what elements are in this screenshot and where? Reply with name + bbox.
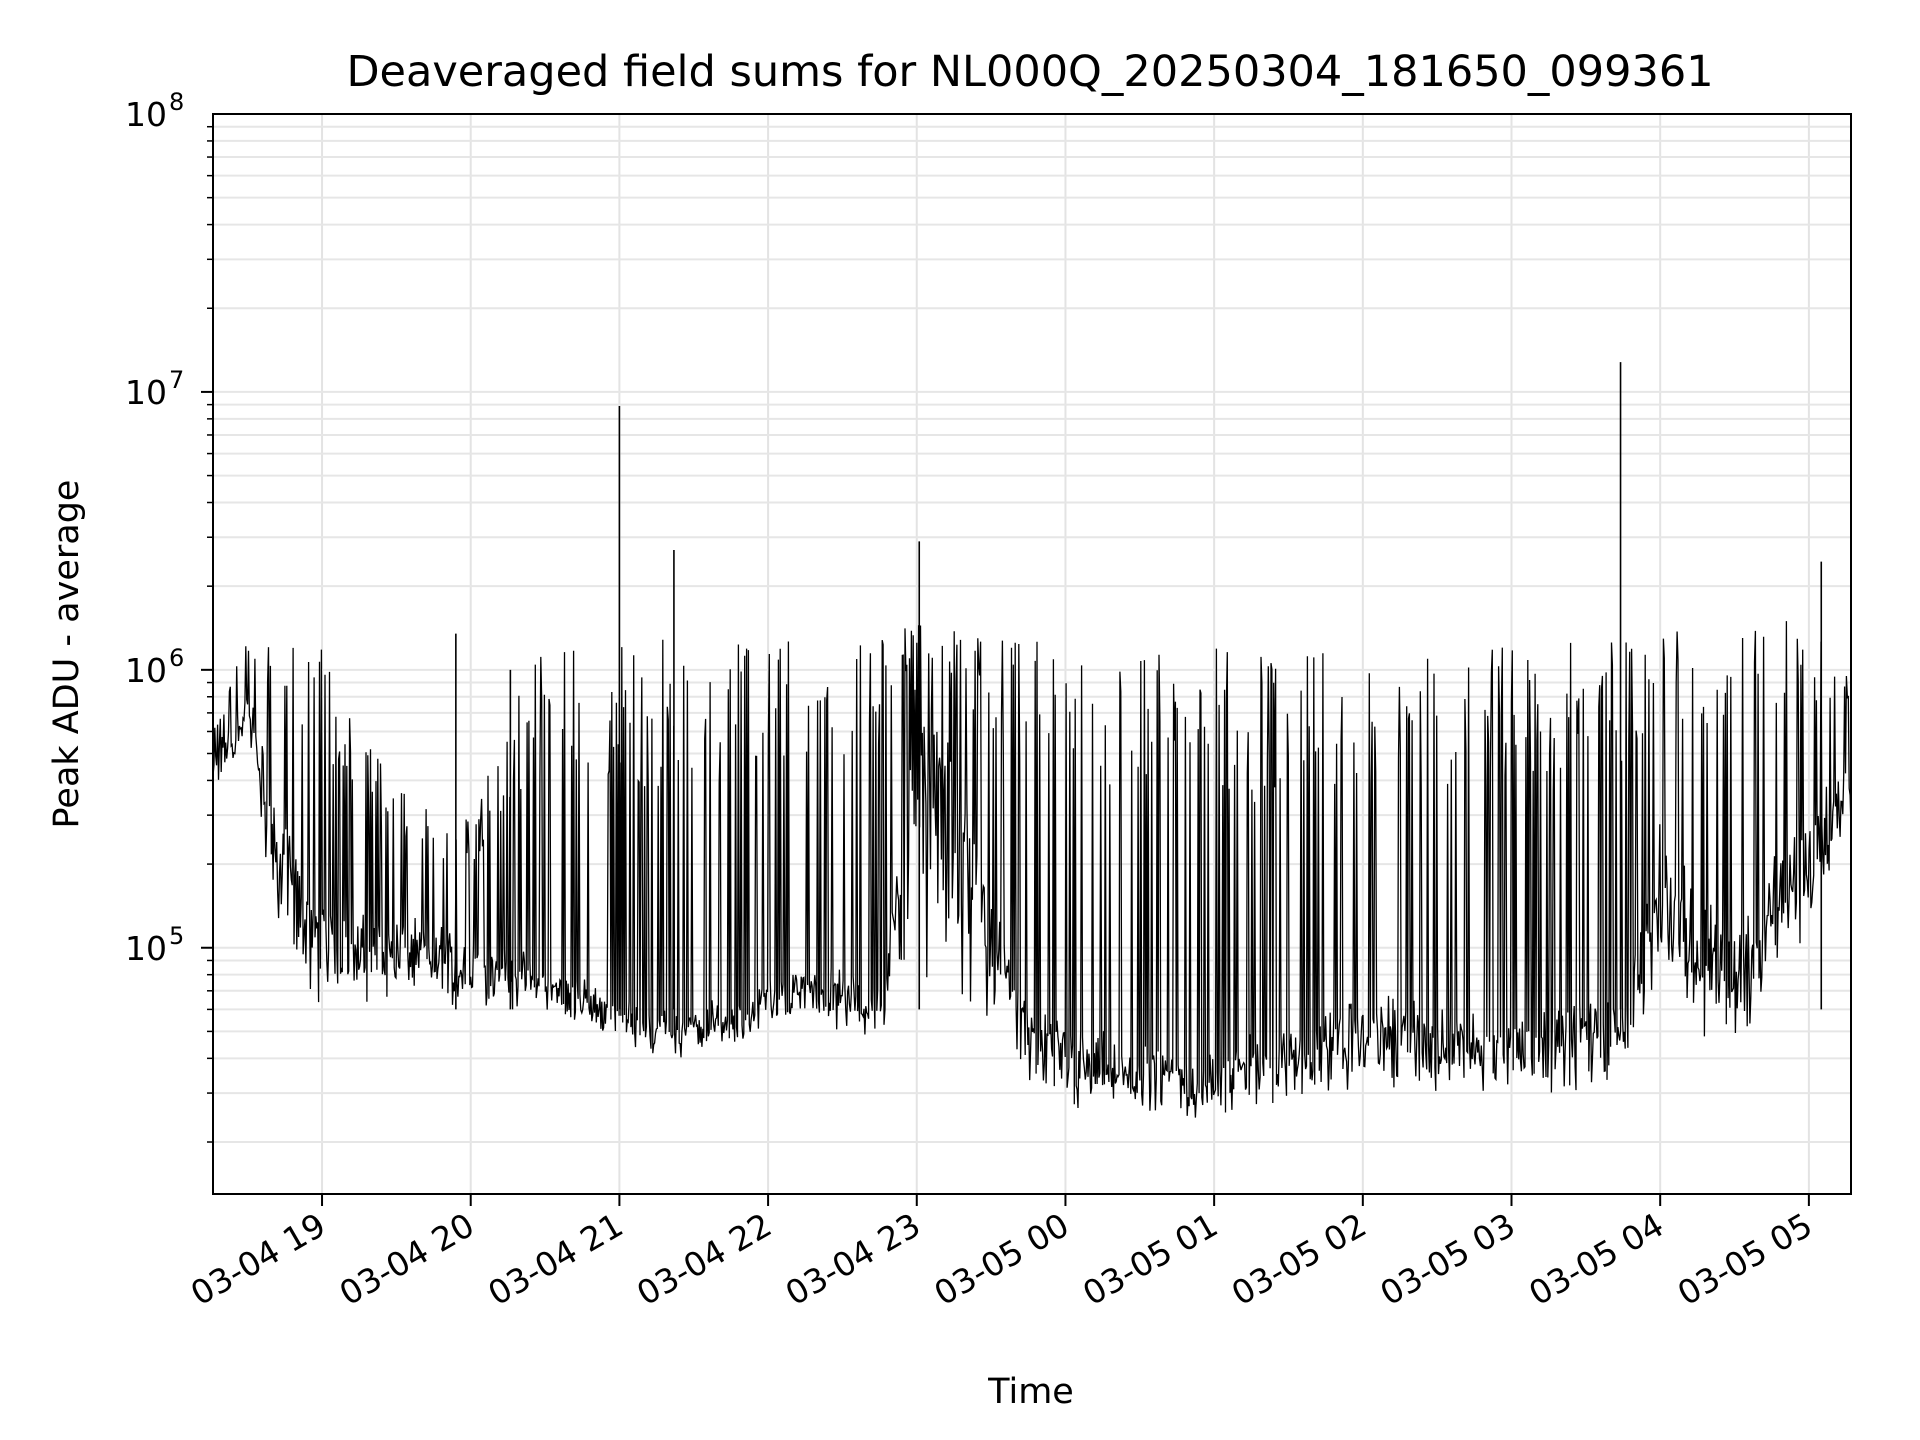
x-tick-label: 03-05 01: [1076, 1205, 1224, 1313]
x-tick-label: 03-05 04: [1522, 1205, 1670, 1313]
y-tick-label: 10: [125, 373, 167, 412]
plot-frame: [212, 113, 1852, 1195]
y-tick-label: 10: [125, 929, 167, 968]
y-tick-label: 10: [125, 95, 167, 134]
chart-title: Deaveraged field sums for NL000Q_2025030…: [346, 47, 1713, 97]
x-axis: 03-04 19 03-04 20 03-04 21 03-04 22 03-04 23…: [184, 1194, 1819, 1313]
y-axis-title: Peak ADU - average: [47, 480, 87, 829]
series-line: [212, 362, 1852, 1118]
y-tick-label: 10: [125, 651, 167, 690]
y-tick-exponent: 7: [169, 366, 184, 394]
x-tick-label: 03-05 00: [927, 1205, 1075, 1313]
x-tick-label: 03-05 05: [1671, 1205, 1819, 1313]
grid: [213, 114, 1851, 1194]
x-tick-label: 03-04 21: [481, 1205, 629, 1313]
x-axis-title: Time: [987, 1372, 1074, 1412]
x-tick-label: 03-04 22: [630, 1205, 778, 1313]
series-path: [212, 621, 1852, 1118]
x-tick-label: 03-04 19: [184, 1205, 332, 1313]
y-tick-exponent: 8: [169, 88, 184, 116]
x-tick-label: 03-05 02: [1225, 1205, 1373, 1313]
y-tick-exponent: 6: [169, 644, 184, 672]
y-tick-exponent: 5: [169, 922, 184, 950]
x-tick-label: 03-04 23: [779, 1205, 927, 1313]
x-tick-label: 03-05 03: [1374, 1205, 1522, 1313]
x-tick-label: 03-04 20: [333, 1205, 481, 1313]
